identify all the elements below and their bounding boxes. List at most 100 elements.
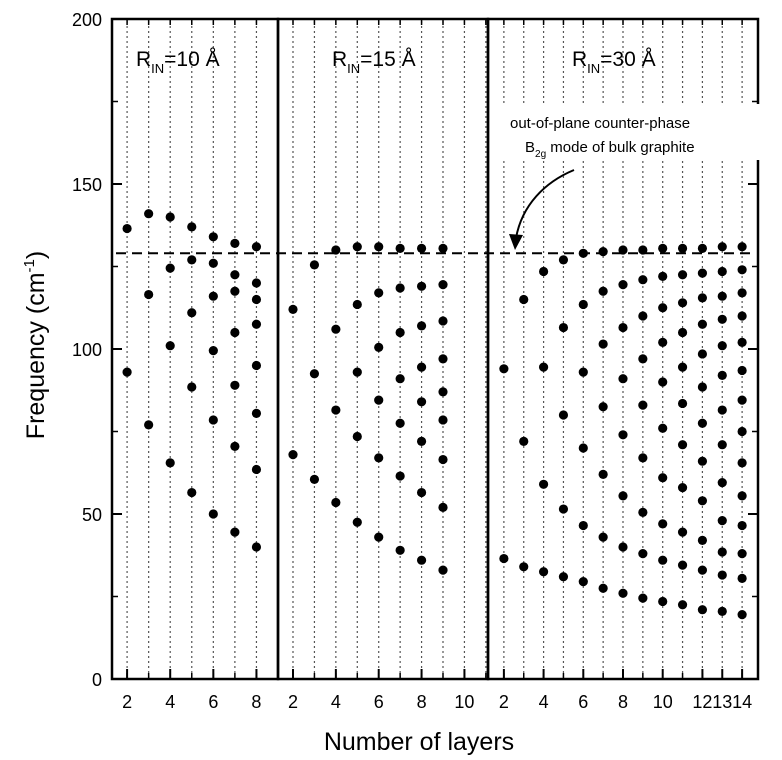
- panel-label-rin-10: RIN=10 Å: [136, 48, 220, 76]
- data-point: [122, 367, 132, 377]
- data-point: [230, 286, 240, 296]
- data-point: [598, 402, 608, 412]
- data-point: [638, 354, 648, 364]
- data-point: [288, 450, 298, 460]
- data-point: [374, 242, 384, 252]
- data-point: [697, 496, 708, 506]
- data-point: [618, 491, 628, 501]
- annotation-arrowhead: [509, 234, 523, 250]
- data-point: [677, 527, 688, 537]
- data-point: [737, 265, 747, 275]
- data-point: [737, 311, 747, 321]
- data-point: [697, 565, 708, 575]
- x-tick-label: 4: [165, 692, 175, 712]
- annotation-background: [500, 104, 768, 160]
- data-point: [658, 243, 668, 253]
- data-point: [499, 553, 509, 564]
- data-points: [122, 209, 747, 620]
- data-point: [309, 474, 320, 484]
- data-point: [658, 423, 668, 433]
- data-point: [251, 464, 262, 475]
- data-point: [331, 405, 341, 415]
- data-point: [288, 304, 298, 314]
- bulk-graphite-annotation: out-of-plane counter-phase B2g mode of b…: [500, 104, 768, 250]
- x-tick-label: 6: [578, 692, 588, 712]
- data-point: [677, 243, 688, 253]
- data-point: [717, 478, 727, 488]
- y-tick-label: 100: [72, 340, 102, 360]
- data-point: [230, 441, 240, 451]
- data-point: [416, 397, 427, 407]
- data-point: [638, 275, 648, 285]
- x-tick-label: 2: [288, 692, 298, 712]
- y-tick-label: 50: [82, 505, 102, 525]
- data-point: [677, 440, 688, 450]
- data-point: [717, 405, 727, 415]
- data-point: [416, 321, 427, 331]
- data-point: [658, 555, 668, 565]
- data-point: [558, 504, 569, 514]
- data-point: [352, 431, 362, 442]
- data-point: [638, 453, 648, 463]
- data-point: [395, 243, 405, 253]
- data-point: [187, 222, 197, 232]
- data-point: [395, 471, 405, 481]
- data-point: [677, 600, 688, 610]
- data-point: [697, 456, 708, 466]
- data-point: [309, 369, 320, 379]
- data-point: [208, 509, 218, 519]
- data-point: [538, 479, 549, 489]
- data-point: [416, 362, 427, 372]
- data-point: [251, 294, 262, 305]
- x-tick-label: 6: [374, 692, 384, 712]
- data-point: [697, 268, 708, 278]
- data-point: [395, 545, 405, 555]
- data-point: [438, 243, 448, 253]
- y-tick-label: 200: [72, 10, 102, 30]
- data-point: [230, 238, 240, 248]
- data-point: [598, 583, 608, 593]
- panel-labels: RIN=10 Å RIN=15 Å RIN=30 Å: [136, 48, 656, 76]
- data-point: [618, 245, 628, 255]
- data-point: [438, 415, 448, 425]
- data-point: [638, 245, 648, 255]
- data-point: [578, 520, 588, 531]
- data-point: [717, 341, 727, 351]
- data-point: [618, 374, 628, 384]
- data-point: [416, 243, 427, 253]
- data-point: [165, 458, 175, 468]
- x-tick-label: 6: [208, 692, 218, 712]
- data-point: [352, 367, 362, 377]
- panel-label-rin-30: RIN=30 Å: [572, 48, 656, 76]
- data-point: [737, 242, 747, 252]
- data-point: [230, 327, 240, 338]
- data-point: [737, 426, 747, 437]
- data-point: [251, 408, 262, 418]
- data-point: [717, 440, 727, 450]
- data-point: [677, 483, 688, 493]
- y-axis-label: Frequency (cm-1): [21, 251, 50, 439]
- data-point: [558, 255, 569, 265]
- data-point: [658, 337, 668, 347]
- data-point: [658, 473, 668, 483]
- data-point: [208, 346, 218, 356]
- data-point: [208, 258, 218, 268]
- data-point: [658, 596, 668, 607]
- data-point: [395, 327, 405, 338]
- data-point: [737, 573, 747, 583]
- data-point: [438, 387, 448, 397]
- data-point: [538, 266, 549, 277]
- data-point: [677, 270, 688, 280]
- data-point: [737, 458, 747, 468]
- data-point: [309, 260, 320, 270]
- data-point: [187, 382, 197, 392]
- y-tick-label: 0: [92, 670, 102, 690]
- data-point: [416, 555, 427, 565]
- x-tick-label: 8: [618, 692, 628, 712]
- data-point: [519, 294, 529, 305]
- data-point: [578, 443, 588, 453]
- data-point: [638, 507, 648, 517]
- data-point: [208, 291, 218, 301]
- data-point: [697, 418, 708, 428]
- panel-label-rin-15: RIN=15 Å: [332, 48, 416, 76]
